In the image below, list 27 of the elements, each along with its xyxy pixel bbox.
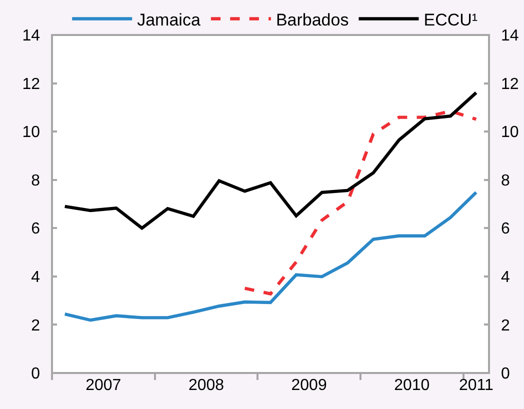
- line-series: [63, 91, 478, 230]
- y2-tick-label: 6: [501, 220, 510, 238]
- legend-label: Barbados: [276, 10, 349, 30]
- y-tick-label: 4: [31, 269, 40, 286]
- x-tick-label: 2009: [291, 377, 327, 394]
- line-series: [63, 190, 478, 322]
- y2-tick-label: 12: [501, 76, 519, 93]
- y-tick-label: 2: [31, 317, 40, 334]
- y-tick-label: 8: [31, 172, 40, 190]
- y-tick-label: 6: [31, 220, 40, 238]
- y-tick-label: 0: [31, 366, 40, 383]
- y2-tick-label: 10: [501, 124, 519, 142]
- y-tick-label: 14: [22, 28, 40, 45]
- y2-tick-label: 2: [501, 317, 510, 334]
- y-tick-label: 10: [22, 124, 40, 142]
- x-tick-label: 2008: [188, 377, 224, 394]
- y2-tick-label: 8: [501, 172, 510, 190]
- x-tick-label: 2010: [394, 377, 430, 394]
- y2-tick-label: 0: [501, 366, 510, 383]
- y2-tick-label: 14: [501, 28, 519, 45]
- legend-label: ECCU¹: [424, 10, 478, 30]
- x-tick-label: 2011: [458, 377, 494, 394]
- y-tick-label: 12: [22, 76, 40, 93]
- line-series: [243, 109, 478, 296]
- x-tick-label: 2007: [86, 377, 122, 394]
- y2-tick-label: 4: [501, 269, 510, 286]
- legend-label: Jamaica: [137, 10, 201, 30]
